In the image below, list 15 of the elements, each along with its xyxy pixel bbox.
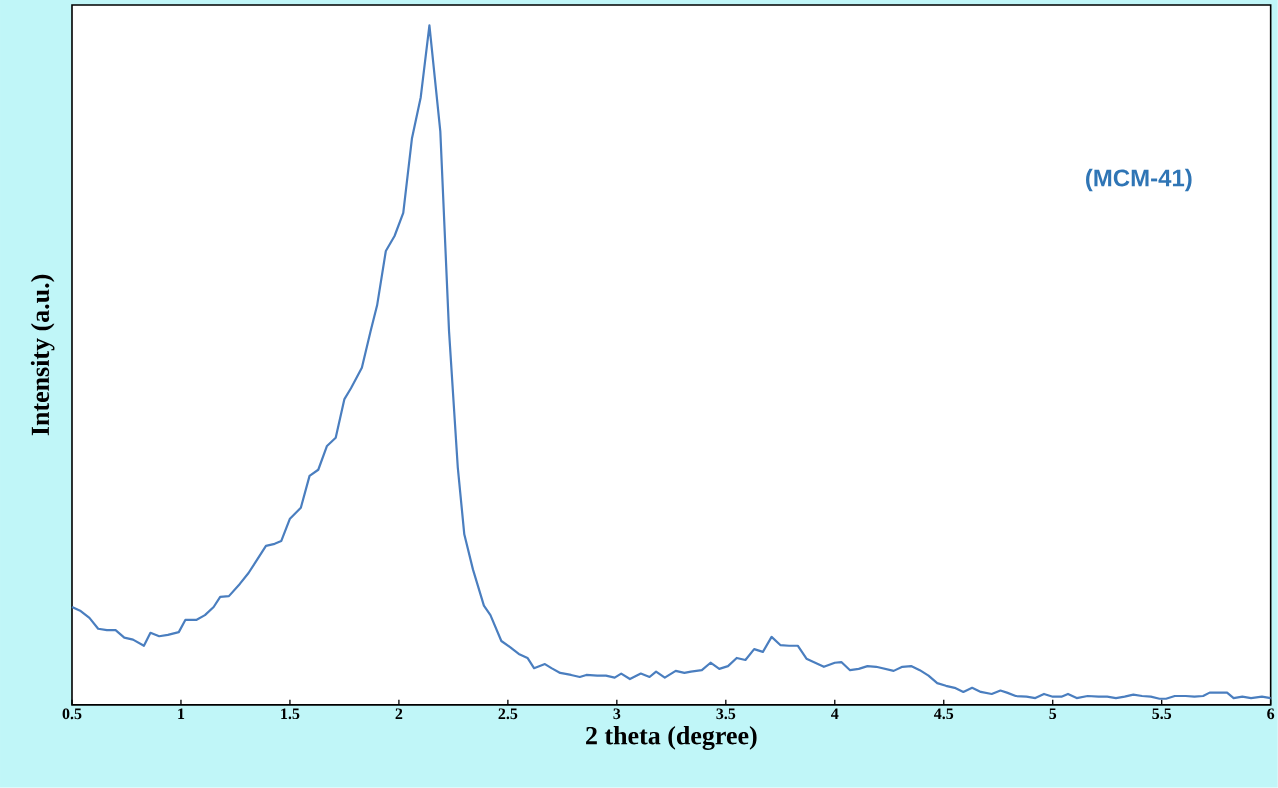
y-axis-title: Intensity (a.u.) [30, 274, 55, 436]
x-axis-title: 2 theta (degree) [586, 726, 757, 750]
x-tick-label: 5 [1049, 708, 1057, 720]
x-tick-label: 1.5 [281, 708, 300, 720]
x-tick-label: 1 [178, 708, 185, 720]
x-tick-label: 2 [395, 708, 403, 720]
x-tick-label: 0.5 [62, 708, 82, 720]
x-tick-label: 4 [831, 708, 839, 719]
x-tick-label: 3.5 [716, 708, 736, 720]
x-tick-label: 4.5 [933, 708, 954, 720]
annotation: (MCM-41) [1086, 168, 1192, 192]
x-tick-label: 2.5 [498, 708, 518, 720]
x-tick-label: 6 [1267, 708, 1275, 720]
x-tick-label: 3 [613, 708, 621, 720]
x-tick-label: 5.5 [1152, 708, 1172, 720]
